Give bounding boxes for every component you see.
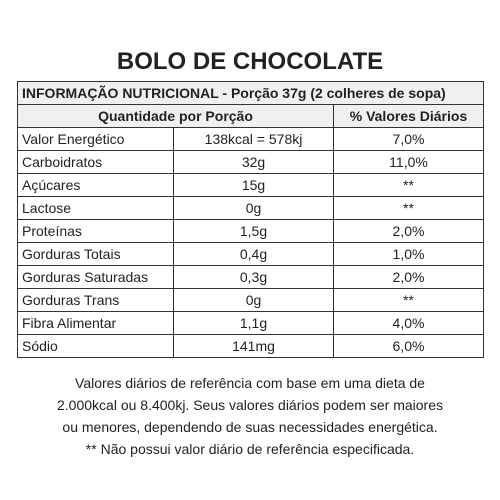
nutrient-row: Lactose 0g **	[17, 196, 484, 220]
nutrient-amount: 0g	[173, 288, 334, 312]
footer-line: ** Não possui valor diário de referência…	[85, 441, 415, 457]
nutrient-row: Carboidratos 32g 11,0%	[17, 150, 484, 174]
nutrient-row: Fibra Alimentar 1,1g 4,0%	[17, 311, 484, 335]
nutrient-daily-value: 1,0%	[333, 242, 484, 266]
nutrient-row: Gorduras Trans 0g **	[17, 288, 484, 312]
nutrient-amount: 0,4g	[173, 242, 334, 266]
nutrient-amount: 32g	[173, 150, 334, 174]
nutrient-daily-value: 2,0%	[333, 219, 484, 243]
nutrient-row: Gorduras Totais 0,4g 1,0%	[17, 242, 484, 266]
nutrient-name: Gorduras Trans	[17, 288, 174, 312]
footer-line: Valores diários de referência com base e…	[75, 375, 425, 391]
info-header: INFORMAÇÃO NUTRICIONAL - Porção 37g (2 c…	[17, 81, 484, 105]
nutrient-row: Valor Energético 138kcal = 578kj 7,0%	[17, 127, 484, 151]
page-title: BOLO DE CHOCOLATE	[116, 48, 384, 75]
nutrient-daily-value: **	[333, 288, 484, 312]
nutrient-daily-value: 6,0%	[333, 334, 484, 358]
nutrient-name: Gorduras Totais	[17, 242, 174, 266]
nutrient-daily-value: 2,0%	[333, 265, 484, 289]
nutrient-row: Gorduras Saturadas 0,3g 2,0%	[17, 265, 484, 289]
nutrient-name: Fibra Alimentar	[17, 311, 174, 335]
nutrient-daily-value: 11,0%	[333, 150, 484, 174]
nutrient-name: Valor Energético	[17, 127, 174, 151]
nutrient-name: Proteínas	[17, 219, 174, 243]
quantity-header: Quantidade por Porção	[17, 104, 334, 128]
info-header-row: INFORMAÇÃO NUTRICIONAL - Porção 37g (2 c…	[17, 81, 484, 105]
nutrient-name: Lactose	[17, 196, 174, 220]
footer-line: 2.000kcal ou 8.400kj. Seus valores diári…	[57, 397, 443, 413]
nutrient-row: Sódio 141mg 6,0%	[17, 334, 484, 358]
nutrient-name: Açúcares	[17, 173, 174, 197]
column-header-row: Quantidade por Porção % Valores Diários	[17, 104, 484, 128]
nutrient-amount: 1,5g	[173, 219, 334, 243]
nutrient-amount: 138kcal = 578kj	[173, 127, 334, 151]
nutrient-daily-value: 4,0%	[333, 311, 484, 335]
nutrient-daily-value: 7,0%	[333, 127, 484, 151]
nutrient-name: Carboidratos	[17, 150, 174, 174]
nutrient-amount: 1,1g	[173, 311, 334, 335]
footer-notes: Valores diários de referência com base e…	[0, 372, 500, 460]
nutrient-row: Proteínas 1,5g 2,0%	[17, 219, 484, 243]
nutrition-table: INFORMAÇÃO NUTRICIONAL - Porção 37g (2 c…	[17, 81, 484, 358]
nutrient-name: Gorduras Saturadas	[17, 265, 174, 289]
daily-value-header: % Valores Diários	[333, 104, 484, 128]
footer-line: ou menores, dependendo de suas necessida…	[62, 419, 438, 435]
nutrient-amount: 0g	[173, 196, 334, 220]
nutrient-amount: 15g	[173, 173, 334, 197]
nutrient-amount: 0,3g	[173, 265, 334, 289]
nutrient-name: Sódio	[17, 334, 174, 358]
nutrient-amount: 141mg	[173, 334, 334, 358]
nutrient-daily-value: **	[333, 196, 484, 220]
nutrient-row: Açúcares 15g **	[17, 173, 484, 197]
nutrient-daily-value: **	[333, 173, 484, 197]
